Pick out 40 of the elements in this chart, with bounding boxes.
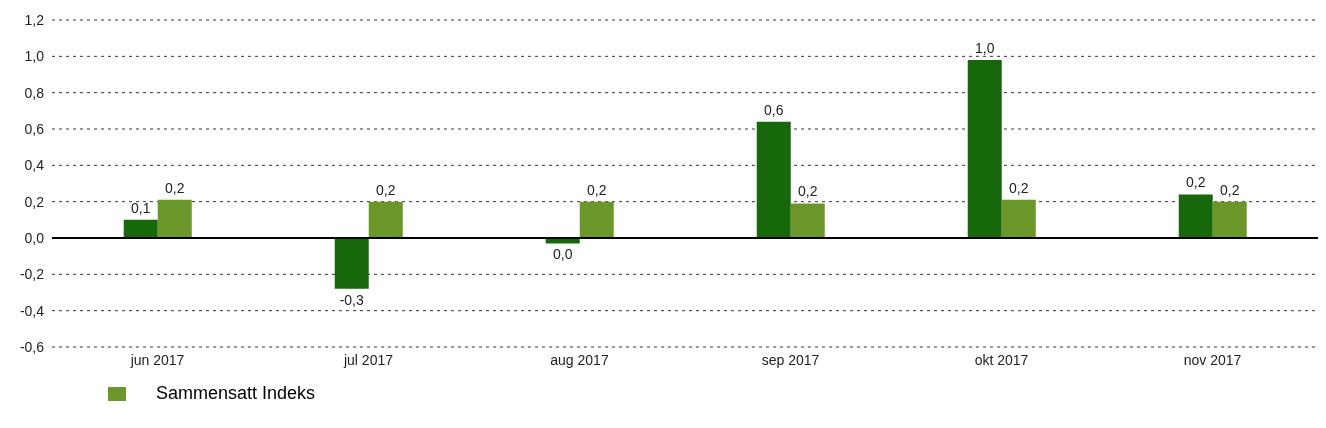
bar [1178,194,1213,238]
y-tick-label: 0,8 [24,84,45,101]
y-tick-label: 0,2 [24,193,45,210]
y-tick-label: 0,0 [24,229,45,246]
x-tick-label: jun 2017 [129,351,185,368]
bar [157,199,192,238]
data-label: -0,3 [339,291,365,308]
x-tick-label: okt 2017 [974,351,1029,368]
bar [1212,201,1247,238]
y-tick-label: 0,4 [24,157,45,174]
bar [123,219,158,238]
bar [368,201,403,238]
x-tick-label: jul 2017 [342,351,394,368]
y-tick-label: -0,6 [19,338,45,355]
y-tick-label: 1,2 [24,11,45,28]
bar [967,59,1002,238]
bar [756,121,791,238]
y-tick-label: 0,6 [24,120,45,137]
data-label: 0,2 [798,183,818,200]
x-tick-label: aug 2017 [550,351,609,368]
x-tick-label: sep 2017 [761,351,820,368]
data-label: 0,2 [1009,179,1029,196]
data-label: 0,2 [165,179,185,196]
x-tick-label: nov 2017 [1183,351,1242,368]
y-tick-label: -0,4 [19,302,45,319]
bar [334,238,369,289]
y-tick-label: 1,0 [24,48,45,65]
bar [1001,199,1036,238]
data-label: 0,2 [1220,181,1240,198]
y-tick-label: -0,2 [19,266,45,283]
data-label: 1,0 [975,39,995,56]
legend-label: Sammensatt Indeks [156,383,316,404]
bar [790,203,825,238]
data-label: 0,2 [1186,174,1206,191]
data-label: 0,1 [131,199,151,216]
data-label: 0,2 [376,181,396,198]
data-label: 0,0 [553,246,573,263]
bar [579,201,614,238]
data-label: 0,2 [587,181,607,198]
data-label: 0,6 [764,101,784,118]
